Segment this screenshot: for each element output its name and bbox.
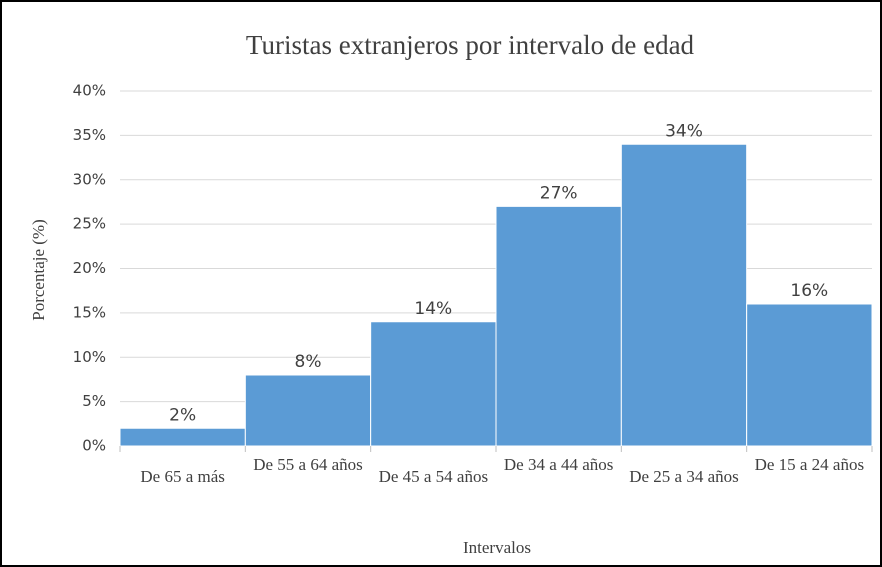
y-tick-label: 25% [73,215,106,233]
y-axis-label: Porcentaje (%) [29,219,48,320]
y-tick-label: 15% [73,303,106,321]
x-axis-label: Intervalos [463,538,531,557]
y-tick-label: 30% [73,170,106,188]
y-tick-label: 35% [73,126,106,144]
y-tick-label: 5% [82,392,106,410]
bar [746,303,873,447]
y-tick-label: 0% [82,437,106,455]
y-tick-label: 40% [73,82,106,100]
data-label: 34% [665,121,703,141]
y-tick-label: 20% [73,259,106,277]
data-label: 2% [169,405,196,425]
data-label: 16% [790,281,828,301]
x-tick-label: De 45 a 54 años [379,467,489,486]
bar [495,205,622,447]
x-tick-label: De 55 a 64 años [253,455,363,474]
bar [119,427,246,447]
bar [244,374,372,447]
bar [370,321,497,447]
x-tick-label: De 34 a 44 años [504,455,614,474]
data-label: 14% [414,299,452,319]
x-tick-label: De 65 a más [140,467,225,486]
chart-title: Turistas extranjeros por intervalo de ed… [246,30,695,60]
x-tick-label: De 15 a 24 años [755,455,865,474]
data-label: 8% [295,352,322,372]
data-label: 27% [540,183,578,203]
y-tick-label: 10% [73,348,106,366]
x-tick-label: De 25 a 34 años [629,467,739,486]
bar [620,143,748,447]
